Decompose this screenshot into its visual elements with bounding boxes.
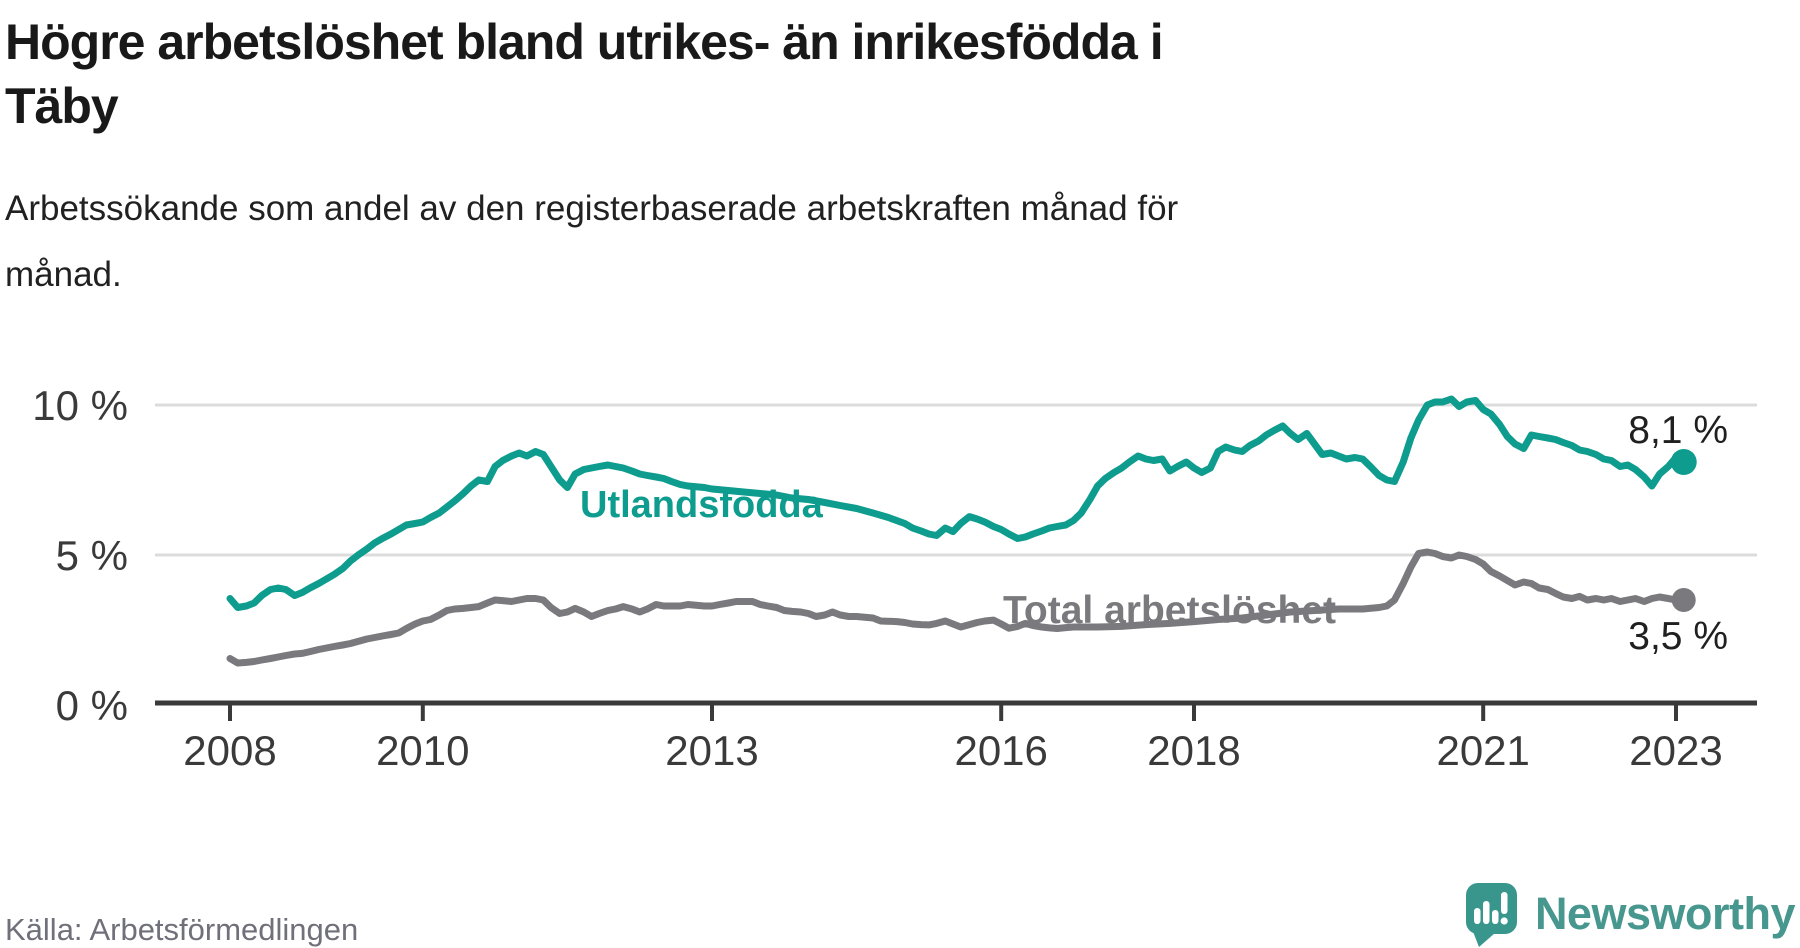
series-end-dot-utlandsfodda (1670, 449, 1697, 475)
end-value-label-total-arbetsloshet: 3,5 % (1628, 615, 1728, 658)
series-label-total-arbetsloshet: Total arbetslöshet (1003, 589, 1336, 632)
subtitle-line-2: månad. (5, 255, 122, 294)
newsworthy-branding: Newsworthy (1465, 880, 1796, 948)
subtitle-line-1: Arbetssökande som andel av den registerb… (5, 189, 1179, 228)
end-value-label-utlandsfodda: 8,1 % (1628, 409, 1728, 452)
series-label-utlandsfodda: Utlandsfödda (580, 484, 824, 526)
newsworthy-speech-bubble-bar-chart-icon (1465, 883, 1517, 947)
title-line-1: Högre arbetslöshet bland utrikes- än inr… (5, 14, 1164, 70)
page-title: Högre arbetslöshet bland utrikes- än inr… (5, 10, 1745, 138)
y-axis-label-10pct: 10 % (32, 382, 128, 429)
x-axis-label-2021: 2021 (1436, 727, 1529, 774)
source-credit: Källa: Arbetsförmedlingen (5, 912, 359, 947)
x-axis-label-2013: 2013 (665, 727, 758, 774)
chart-subtitle: Arbetssökande som andel av den registerb… (5, 176, 1705, 308)
series-line-utlandsfodda (226, 395, 1688, 611)
series-end-dot-total-arbetsloshet (1671, 588, 1696, 612)
x-axis-label-2008: 2008 (183, 727, 276, 774)
newsworthy-wordmark: Newsworthy (1534, 888, 1796, 939)
y-axis-label-0pct: 0 % (56, 682, 128, 729)
x-axis-label-2010: 2010 (376, 727, 469, 774)
x-axis-label-2018: 2018 (1147, 727, 1240, 774)
title-line-2: Täby (5, 78, 119, 134)
x-axis-label-2016: 2016 (954, 727, 1047, 774)
series-line-total-arbetsloshet (226, 548, 1688, 667)
y-axis-label-5pct: 5 % (56, 532, 128, 579)
x-axis-label-2023: 2023 (1629, 727, 1722, 774)
